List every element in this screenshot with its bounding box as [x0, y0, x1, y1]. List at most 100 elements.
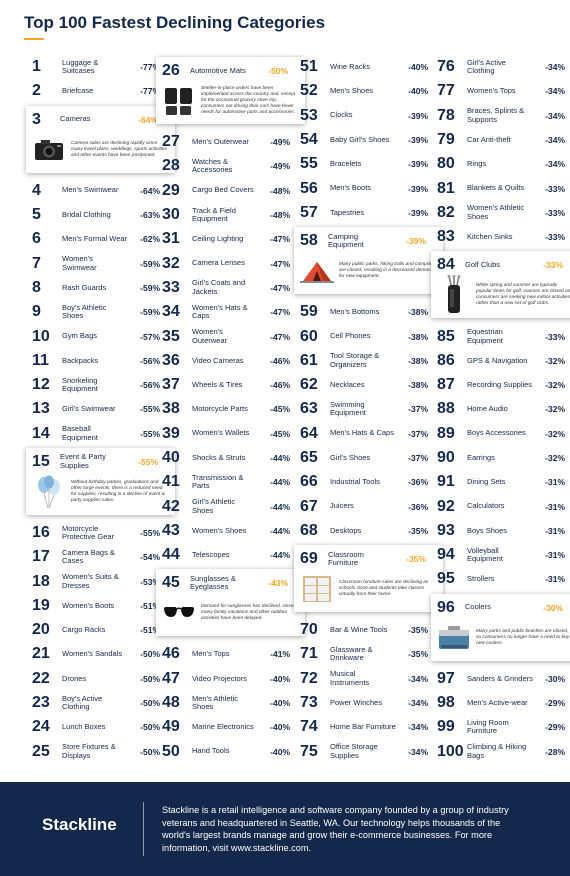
category-row: 54 Baby Girl's Shoes -39%	[300, 128, 437, 152]
category-row: 13 Girl's Swimwear -55%	[32, 397, 169, 421]
category-name: Wheels & Tires	[192, 379, 243, 389]
rank-number: 8	[32, 278, 41, 296]
rank-number: 43	[162, 521, 180, 539]
category-name: Boys Accessories	[467, 428, 526, 438]
decline-percent: -37%	[408, 453, 428, 463]
category-name: Bridal Clothing	[62, 209, 111, 219]
category-row: 51 Wine Racks -40%	[300, 55, 437, 79]
category-row: 33 Girl's Coats and Jackets -47%	[162, 276, 299, 300]
category-name: Cargo Racks	[62, 624, 106, 634]
category-name: Video Cameras	[192, 355, 244, 365]
rank-number: 3	[32, 110, 41, 128]
rank-number: 27	[162, 133, 180, 151]
category-row: 22 Drones -50%	[32, 667, 169, 691]
category-row: 40 Shocks & Struts -44%	[162, 446, 299, 470]
decline-percent: -56%	[140, 355, 160, 366]
category-name: Men's Shoes	[330, 86, 374, 96]
rank-number: 15	[32, 452, 50, 470]
category-row: 2 Briefcase -77%	[32, 79, 169, 103]
category-name: Equestrian Equipment	[467, 327, 503, 345]
rank-number: 34	[162, 303, 180, 321]
category-name: Women's Wallets	[192, 428, 250, 438]
category-row: 10 Gym Bags -57%	[32, 324, 169, 348]
category-row: 57 Tapestries -39%	[300, 201, 437, 225]
rank-number: 30	[162, 206, 180, 224]
decline-percent: -33%	[545, 183, 565, 194]
rank-number: 83	[437, 228, 455, 246]
category-row: 46 Men's Tops -41%	[162, 642, 299, 666]
category-row: 95 Strollers -31%	[437, 567, 570, 591]
decline-percent: -32%	[545, 404, 565, 415]
rank-number: 29	[162, 181, 180, 199]
category-row: 97 Sanders & Grinders -30%	[437, 667, 570, 691]
rank-number: 10	[32, 327, 50, 345]
rank-number: 16	[32, 524, 50, 541]
decline-percent: -45%	[270, 428, 290, 439]
category-row: 92 Calculators -31%	[437, 494, 570, 518]
decline-percent: -50%	[140, 722, 160, 733]
category-row: 23 Boy's Active Clothing -50%	[32, 691, 169, 715]
category-row: 11 Backpacks -56%	[32, 349, 169, 373]
category-name: Living Room Furniture	[467, 717, 509, 736]
page-title: Top 100 Fastest Declining Categories	[24, 13, 326, 32]
category-row: 53 Clocks -39%	[300, 104, 437, 128]
balloons-icon	[32, 475, 66, 509]
category-name: Track & Field Equipment	[192, 205, 236, 224]
rank-number: 53	[300, 106, 318, 124]
category-row: 6 Men's Formal Wear -62%	[32, 227, 169, 251]
featured-header: 84 Golf Clubs -33%	[437, 255, 570, 275]
category-name: Camera Lenses	[192, 258, 245, 268]
decline-percent: -34%	[408, 746, 428, 757]
decline-percent: -39%	[408, 110, 428, 121]
featured-body: Classroom furniture sales are declining …	[300, 572, 437, 606]
column-1: 1 Luggage & Suitcases -77% 2 Briefcase -77% 3 C…	[26, 55, 175, 764]
category-name: Cell Phones	[330, 331, 371, 341]
rank-number: 89	[437, 424, 455, 442]
featured-category: 84 Golf Clubs -33% While spring and summer …	[431, 251, 570, 319]
column-2: 26 Automotive Mats -50% Shelter-in-place or…	[156, 55, 305, 764]
category-name: Marine Electronics	[192, 722, 254, 732]
decline-percent: -62%	[140, 234, 160, 245]
rank-number: 37	[162, 376, 180, 394]
decline-percent: -47%	[270, 307, 290, 318]
featured-body: Camera sales are declining rapidly since…	[32, 133, 169, 167]
category-row: 21 Women's Sandals -50%	[32, 642, 169, 666]
rank-number: 1	[32, 58, 41, 76]
featured-header: 3 Cameras -64%	[32, 110, 169, 130]
category-row: 4 Men's Swimwear -64%	[32, 179, 169, 203]
rank-number: 77	[437, 82, 455, 100]
category-row: 72 Musical Instruments -34%	[300, 667, 437, 691]
rank-number: 61	[300, 351, 318, 369]
decline-percent: -31%	[545, 550, 565, 561]
category-name: Men's Hats & Caps	[330, 428, 394, 438]
category-name: Women's Suits & Dresses	[62, 572, 119, 590]
rank-number: 5	[32, 206, 41, 224]
decline-percent: -38%	[408, 331, 428, 342]
category-name: Juicers	[330, 501, 354, 511]
decline-percent: -55%	[140, 404, 160, 415]
brand-logo: Stackline	[42, 815, 117, 834]
category-name: Rash Guards	[62, 282, 107, 292]
featured-header: 45 Sunglasses & Eyeglasses -43%	[162, 573, 299, 593]
category-row: 16 Motorcycle Protective Gear -55%	[32, 521, 169, 545]
category-row: 19 Women's Boots -51%	[32, 594, 169, 618]
rank-number: 82	[437, 203, 455, 221]
category-name: Climbing & Hiking Bags	[467, 742, 527, 760]
featured-description: Camera sales are declining rapidly since…	[71, 140, 167, 158]
decline-percent: -31%	[545, 477, 565, 488]
category-name: Women's Swimwear	[62, 254, 97, 272]
rank-number: 78	[437, 106, 455, 124]
category-name: Luggage & Suitcases	[62, 57, 99, 76]
category-row: 88 Home Audio -32%	[437, 397, 570, 421]
rank-number: 90	[437, 449, 455, 466]
category-name: Boys Shoes	[467, 525, 508, 535]
decline-percent: -55%	[140, 528, 160, 538]
decline-percent: -32%	[545, 355, 565, 366]
decline-percent: -50%	[140, 746, 160, 757]
decline-percent: -34%	[545, 159, 565, 170]
category-row: 37 Wheels & Tires -46%	[162, 373, 299, 397]
decline-percent: -37%	[408, 404, 428, 415]
featured-category: 96 Coolers -30% Many parks and public beach…	[431, 593, 570, 661]
rank-number: 58	[300, 232, 318, 250]
category-name: Wine Racks	[330, 61, 371, 71]
